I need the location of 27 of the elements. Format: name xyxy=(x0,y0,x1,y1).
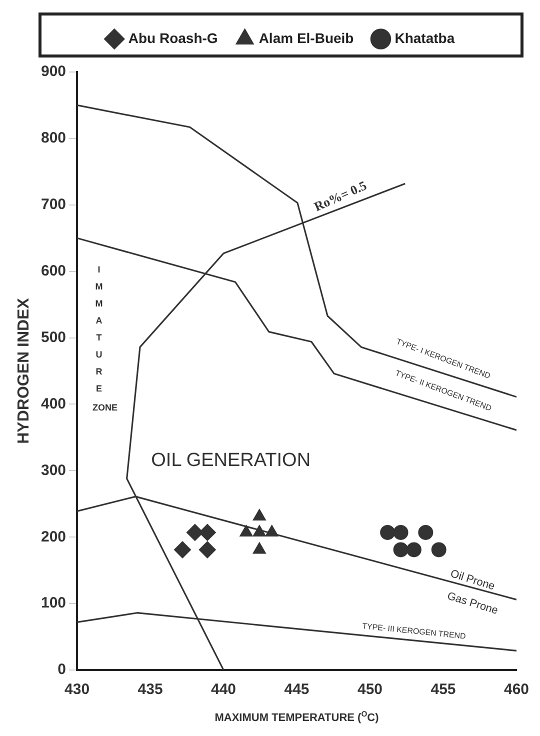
legend-label: Khatatba xyxy=(394,30,455,46)
text: IMMATURE ZONE xyxy=(92,264,118,412)
y-tick-label: 500 xyxy=(40,328,66,346)
y-tick-label: 400 xyxy=(40,395,66,412)
legend-label: Abu Roash-G xyxy=(128,30,218,46)
y-tick-label: 300 xyxy=(40,462,66,479)
annotation: OIL GENERATION xyxy=(151,450,311,471)
y-tick-label: 0 xyxy=(58,661,66,678)
x-tick-label: 445 xyxy=(284,681,310,698)
x-tick-label: 430 xyxy=(64,681,90,698)
y-axis-title: HYDROGEN INDEX xyxy=(15,298,32,444)
x-tick-label: 460 xyxy=(504,681,529,698)
y-tick-label: 600 xyxy=(40,262,66,280)
y-tick-label: 100 xyxy=(40,594,66,612)
x-tick-label: 450 xyxy=(357,681,383,698)
annotation: Gas Prone xyxy=(446,590,500,618)
legend-label: Alam El-Bueib xyxy=(258,30,354,46)
x-tick-label: 440 xyxy=(211,681,236,698)
y-tick-label: 200 xyxy=(40,528,66,546)
annotation: Ro%= 0.5 xyxy=(312,177,370,214)
x-tick-label: 435 xyxy=(138,681,163,698)
annotation: TYPE- III KEROGEN TREND xyxy=(362,621,466,641)
y-tick-label: 700 xyxy=(40,196,66,214)
x-tick-label: 455 xyxy=(430,681,456,698)
annotation: Oil Prone xyxy=(448,568,496,593)
y-tick-label: 900 xyxy=(40,63,66,80)
y-tick-label: 800 xyxy=(40,130,66,147)
